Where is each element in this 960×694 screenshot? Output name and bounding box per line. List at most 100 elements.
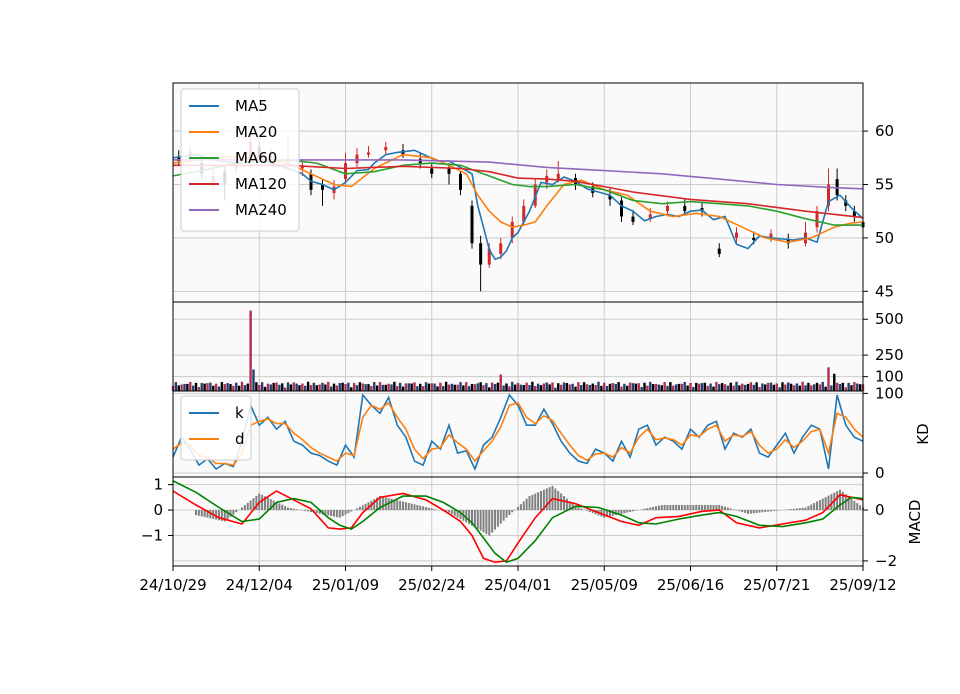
- macd-hist-bar: [488, 510, 490, 535]
- macd-hist-bar: [721, 506, 723, 510]
- macd-hist-bar: [715, 505, 717, 510]
- legend-label-ma5: MA5: [235, 97, 268, 115]
- macd-hist-bar: [790, 509, 792, 510]
- macd-hist-bar: [347, 510, 349, 513]
- volume-bar: [681, 384, 683, 391]
- volume-bar: [600, 386, 602, 391]
- macd-hist-bar: [621, 510, 623, 514]
- volume-bar: [293, 382, 295, 391]
- volume-bar: [528, 385, 530, 391]
- candle-body: [632, 217, 635, 222]
- macd-hist-bar: [773, 510, 775, 511]
- volume-bar: [356, 385, 358, 391]
- candle-body: [752, 238, 755, 240]
- y-tick-label-kd: 100: [875, 384, 904, 402]
- macd-hist-bar: [483, 510, 485, 532]
- volume-bar: [859, 384, 861, 391]
- volume-bar: [482, 385, 484, 391]
- volume-bar: [594, 385, 596, 391]
- volume-bar: [847, 383, 849, 391]
- volume-bar: [583, 382, 585, 391]
- macd-hist-bar: [629, 510, 631, 512]
- volume-bar: [370, 386, 372, 391]
- macd-hist-bar: [342, 510, 344, 516]
- macd-hist-bar: [770, 510, 772, 511]
- volume-bar: [652, 384, 654, 391]
- y-tick-label-volume: 500: [875, 310, 904, 328]
- legend-label-ma60: MA60: [235, 149, 277, 167]
- volume-bar: [724, 384, 726, 391]
- volume-bar: [615, 384, 617, 391]
- volume-bar: [373, 382, 375, 391]
- volume-bar: [327, 382, 329, 391]
- candle-body: [666, 206, 669, 211]
- volume-bar: [186, 384, 188, 391]
- volume-bar: [721, 383, 723, 391]
- volume-bar: [640, 387, 642, 391]
- volume-bar: [203, 384, 205, 391]
- y-axis-label-macd: MACD: [906, 500, 924, 545]
- macd-hist-bar: [414, 504, 416, 510]
- macd-hist-bar: [710, 505, 712, 510]
- macd-hist-bar: [503, 510, 505, 521]
- volume-bar: [827, 367, 829, 391]
- volume-bar: [267, 384, 269, 391]
- volume-bar: [735, 382, 737, 391]
- macd-hist-bar: [523, 501, 525, 510]
- candle-body: [735, 233, 738, 238]
- volume-bar: [755, 382, 757, 391]
- volume-bar: [707, 386, 709, 391]
- macd-hist-bar: [695, 505, 697, 510]
- volume-bar: [566, 383, 568, 391]
- macd-hist-bar: [853, 501, 855, 510]
- y-tick-label-volume: 100: [875, 368, 904, 386]
- volume-bar: [485, 383, 487, 391]
- macd-hist-bar: [500, 510, 502, 524]
- macd-hist-bar: [267, 498, 269, 510]
- macd-hist-bar: [408, 503, 410, 510]
- volume-bar: [353, 383, 355, 391]
- macd-hist-bar: [744, 510, 746, 513]
- macd-hist-bar: [747, 510, 749, 514]
- volume-bar: [655, 384, 657, 391]
- volume-bar: [454, 385, 456, 391]
- macd-hist-bar: [454, 510, 456, 516]
- candle-body: [430, 168, 433, 173]
- macd-hist-bar: [644, 509, 646, 510]
- volume-bar: [842, 383, 844, 391]
- volume-bar: [715, 382, 717, 391]
- volume-bar: [525, 383, 527, 391]
- volume-bar: [339, 383, 341, 391]
- volume-bar: [577, 382, 579, 391]
- volume-bar: [853, 382, 855, 391]
- volume-bar: [189, 382, 191, 391]
- macd-hist-bar: [290, 508, 292, 510]
- macd-hist-bar: [819, 500, 821, 510]
- volume-bar: [822, 382, 824, 391]
- macd-hist-bar: [664, 505, 666, 510]
- macd-hist-bar: [235, 510, 237, 512]
- legend-label-ma120: MA120: [235, 175, 287, 193]
- macd-hist-bar: [678, 505, 680, 510]
- volume-bar: [471, 384, 473, 391]
- macd-hist-bar: [416, 505, 418, 510]
- volume-bar: [520, 385, 522, 391]
- volume-bar: [500, 374, 502, 391]
- volume-bar: [758, 387, 760, 391]
- volume-bar: [807, 383, 809, 391]
- candle-body: [479, 243, 482, 264]
- volume-bar: [508, 386, 510, 391]
- macd-hist-bar: [805, 508, 807, 511]
- volume-bar: [465, 382, 467, 391]
- macd-hist-bar: [261, 495, 263, 510]
- candle-body: [683, 206, 686, 211]
- macd-hist-bar: [681, 505, 683, 510]
- macd-hist-bar: [451, 510, 453, 514]
- volume-bar: [770, 383, 772, 391]
- volume-bar: [606, 386, 608, 391]
- macd-hist-bar: [345, 510, 347, 515]
- volume-bar: [709, 384, 711, 391]
- volume-bar: [666, 386, 668, 391]
- macd-hist-bar: [707, 505, 709, 510]
